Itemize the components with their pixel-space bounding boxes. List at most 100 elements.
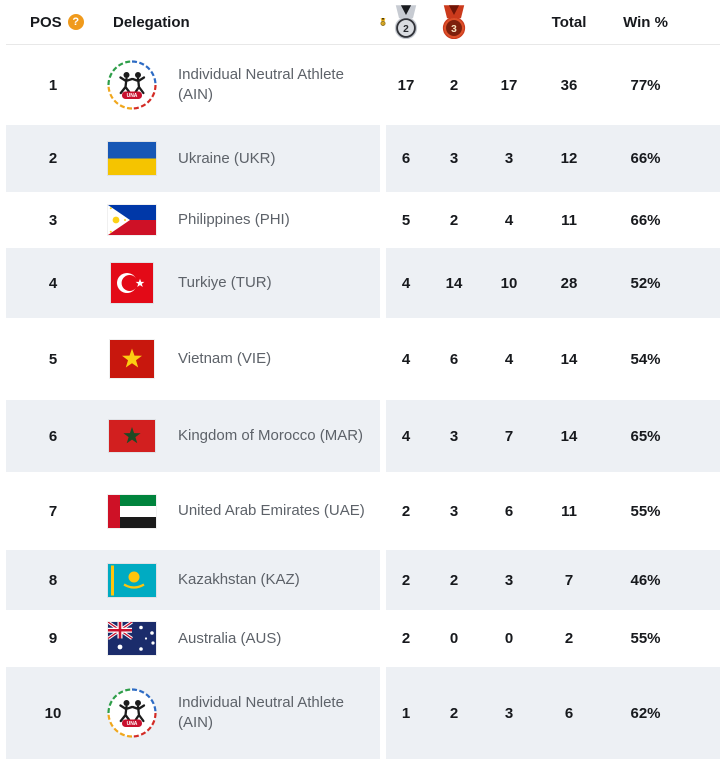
svg-text:UNA: UNA <box>127 93 138 99</box>
flag-vie <box>110 340 154 378</box>
total-count: 6 <box>564 704 574 722</box>
total-column-label: Total <box>551 13 587 31</box>
section-divider <box>380 667 386 759</box>
flag-uae <box>108 494 156 528</box>
delegation-name: Vietnam (VIE) <box>178 350 272 368</box>
total-count: 11 <box>561 502 577 520</box>
bronze-count: 4 <box>504 211 514 229</box>
position-value: 2 <box>48 150 58 167</box>
table-header-row: POS ? Delegation 1 2 <box>6 0 720 45</box>
win-percent: 55% <box>630 630 661 647</box>
svg-text:3: 3 <box>451 24 457 35</box>
table-row[interactable]: 6 Kingdom of Morocco (MAR) 4 3 7 14 65% <box>6 400 720 472</box>
table-row[interactable]: 4 Turkiye (TUR) 4 14 10 28 52% <box>6 248 720 318</box>
flag-mar <box>109 420 155 452</box>
position-value: 3 <box>48 211 58 229</box>
gold-count: 2 <box>401 571 411 589</box>
delegation-name: Ukraine (UKR) <box>178 149 276 167</box>
table-row[interactable]: 10 UNA Individual Neutral Athlete (AIN) … <box>6 667 720 759</box>
flag-ukr <box>108 142 156 175</box>
table-row[interactable]: 5 Vietnam (VIE) 4 6 4 14 54% <box>6 318 720 400</box>
delegation-flag-cell <box>100 263 164 303</box>
section-divider <box>380 550 386 610</box>
silver-medal-icon: 2 <box>394 5 418 39</box>
silver-count: 6 <box>449 350 459 368</box>
bronze-count: 10 <box>500 274 518 292</box>
gold-count: 4 <box>401 427 411 445</box>
header-bronze-cell: 3 <box>426 5 482 39</box>
total-count: 28 <box>560 274 578 292</box>
ain-logo: UNA <box>107 688 157 738</box>
total-count: 14 <box>560 350 578 368</box>
table-row[interactable]: 8 Kazakhstan (KAZ) 2 2 3 7 46% <box>6 550 720 610</box>
table-row[interactable]: 7 United Arab Emirates (UAE) 2 3 6 11 55… <box>6 472 720 550</box>
delegation-flag-cell <box>100 340 164 378</box>
win-percent: 54% <box>630 350 661 368</box>
delegation-flag-cell: UNA <box>100 60 164 110</box>
table-row[interactable]: 9 Australia (AUS) 2 0 0 2 55% <box>6 610 720 667</box>
position-value: 10 <box>44 704 62 722</box>
position-value: 9 <box>48 630 58 647</box>
table-row[interactable]: 3 Philippines (PHI) 5 2 4 11 66% <box>6 192 720 248</box>
delegation-name: Individual Neutral Athlete (AIN) <box>178 694 344 731</box>
silver-count: 3 <box>449 150 459 167</box>
silver-count: 2 <box>449 704 459 722</box>
gold-count: 17 <box>397 76 415 94</box>
section-divider <box>380 318 386 400</box>
bronze-medal-icon: 3 <box>442 5 466 39</box>
silver-count: 2 <box>449 571 459 589</box>
bronze-count: 3 <box>504 150 514 167</box>
position-value: 6 <box>48 427 58 445</box>
pos-column-label: POS <box>30 13 62 31</box>
section-divider <box>380 192 386 248</box>
silver-count: 14 <box>445 274 463 292</box>
svg-text:2: 2 <box>403 24 409 35</box>
delegation-column-label: Delegation <box>113 13 190 31</box>
help-icon[interactable]: ? <box>67 14 84 30</box>
delegation-name: Kingdom of Morocco (MAR) <box>178 427 364 445</box>
delegation-name: Individual Neutral Athlete (AIN) <box>178 66 344 103</box>
win-percent: 55% <box>630 502 661 520</box>
flag-phi <box>108 205 156 235</box>
total-count: 36 <box>560 76 578 94</box>
section-divider <box>380 610 386 667</box>
gold-count: 5 <box>401 211 411 229</box>
position-value: 5 <box>48 350 58 368</box>
win-percent: 66% <box>630 211 661 229</box>
section-divider <box>380 472 386 550</box>
section-divider <box>380 248 386 318</box>
bronze-count: 17 <box>500 76 518 94</box>
delegation-flag-cell <box>100 142 164 175</box>
bronze-count: 3 <box>504 571 514 589</box>
section-divider <box>380 400 386 472</box>
bronze-count: 3 <box>504 704 514 722</box>
silver-count: 3 <box>449 427 459 445</box>
win-percent: 66% <box>630 150 661 167</box>
header-pos-cell: POS ? <box>6 14 100 31</box>
silver-count: 2 <box>449 211 459 229</box>
win-percent: 46% <box>630 571 661 589</box>
position-value: 8 <box>48 571 58 589</box>
delegation-flag-cell <box>100 494 164 528</box>
gold-count: 4 <box>401 274 411 292</box>
total-count: 2 <box>564 630 574 647</box>
table-row[interactable]: 1 UNA Individual Neutral Athlete (AIN) 1… <box>6 45 720 125</box>
delegation-flag-cell <box>100 205 164 235</box>
win-percent: 62% <box>630 704 661 722</box>
ain-logo: UNA <box>107 60 157 110</box>
gold-count: 2 <box>401 502 411 520</box>
gold-count: 2 <box>401 630 411 647</box>
delegation-flag-cell <box>100 563 164 597</box>
delegation-name: Turkiye (TUR) <box>178 274 272 292</box>
delegation-flag-cell <box>100 420 164 452</box>
total-count: 12 <box>560 150 578 167</box>
win-percent: 77% <box>630 76 661 94</box>
table-row[interactable]: 2 Ukraine (UKR) 6 3 3 12 66% <box>6 125 720 192</box>
bronze-count: 0 <box>504 630 514 647</box>
bronze-count: 4 <box>504 350 514 368</box>
header-silver-cell: 2 <box>386 5 426 39</box>
gold-count: 1 <box>401 704 411 722</box>
silver-count: 3 <box>449 502 459 520</box>
flag-aus <box>108 622 156 655</box>
